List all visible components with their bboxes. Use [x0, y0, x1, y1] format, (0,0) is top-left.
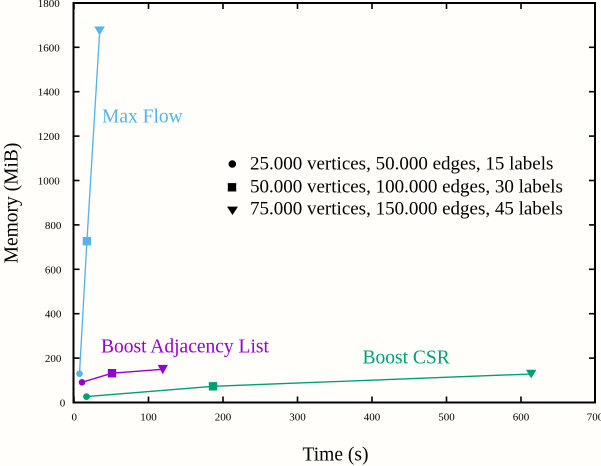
svg-text:25.000 vertices, 50.000 edges,: 25.000 vertices, 50.000 edges, 15 labels	[250, 154, 553, 175]
svg-text:200: 200	[45, 353, 62, 365]
svg-text:0: 0	[60, 398, 66, 410]
svg-text:50.000 vertices, 100.000 edges: 50.000 vertices, 100.000 edges, 30 label…	[250, 176, 563, 197]
svg-text:Max Flow: Max Flow	[102, 106, 183, 127]
svg-text:800: 800	[45, 220, 62, 232]
svg-text:1800: 1800	[38, 0, 61, 10]
svg-text:75.000 vertices, 150.000 edges: 75.000 vertices, 150.000 edges, 45 label…	[250, 199, 563, 220]
svg-text:Memory (MiB): Memory (MiB)	[2, 143, 23, 264]
svg-text:700: 700	[587, 412, 601, 424]
svg-text:400: 400	[364, 412, 381, 424]
svg-text:Boost Adjacency List: Boost Adjacency List	[101, 337, 269, 358]
svg-text:400: 400	[45, 309, 62, 321]
svg-text:Boost CSR: Boost CSR	[363, 348, 450, 369]
svg-text:500: 500	[438, 412, 455, 424]
svg-text:1200: 1200	[38, 131, 61, 143]
svg-text:300: 300	[289, 412, 306, 424]
svg-text:0: 0	[71, 412, 77, 424]
svg-text:600: 600	[45, 264, 62, 276]
svg-text:Time (s): Time (s)	[303, 445, 369, 466]
svg-text:1000: 1000	[38, 176, 61, 188]
svg-text:600: 600	[513, 412, 530, 424]
svg-text:200: 200	[215, 412, 232, 424]
svg-text:1600: 1600	[38, 42, 61, 54]
svg-text:1400: 1400	[38, 87, 61, 99]
svg-text:100: 100	[140, 412, 157, 424]
